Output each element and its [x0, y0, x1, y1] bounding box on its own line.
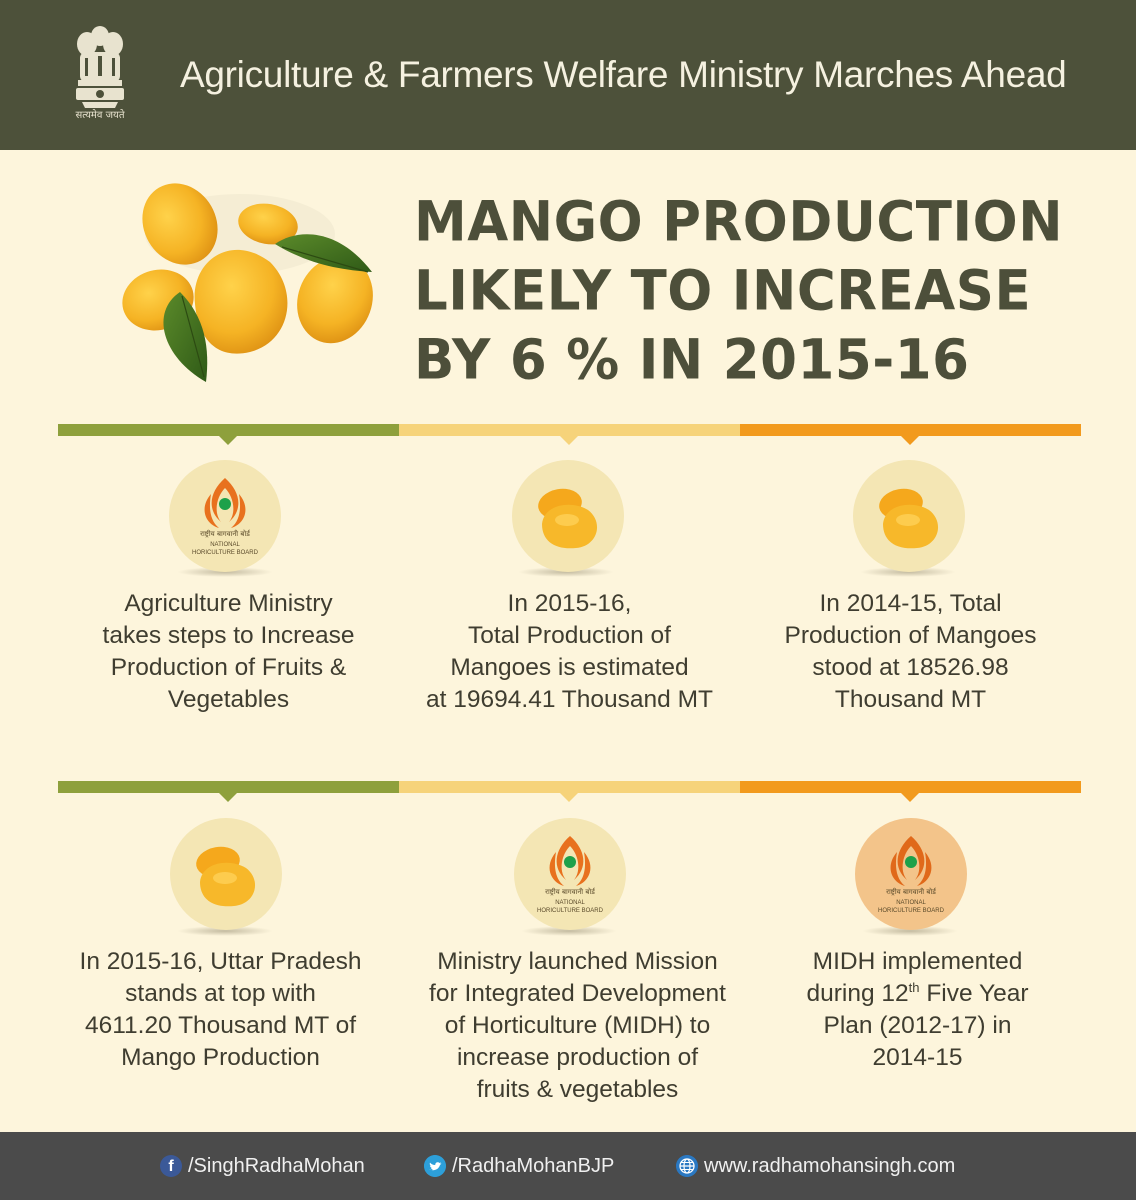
caption-line: Total Production of [468, 622, 671, 649]
icon-shadow [521, 926, 617, 936]
nhb-hindi-label: राष्ट्रीय बागवानी बोर्ड [886, 888, 936, 896]
headline: MANGO PRODUCTION LIKELY TO INCREASE BY 6… [414, 186, 1094, 393]
emblem-motto: सत्यमेव जयते [75, 110, 125, 121]
ordinal-suffix: th [908, 979, 920, 995]
nhb-logo-icon: राष्ट्रीय बागवानी बोर्ड NATIONAL HORICUL… [169, 460, 281, 572]
icon-shadow [177, 567, 273, 577]
headline-line-1: MANGO PRODUCTION [414, 190, 1064, 255]
caption-line: fruits & vegetables [476, 1076, 679, 1103]
nhb-flame-icon [549, 836, 591, 886]
caption-line: Vegetables [167, 686, 290, 713]
nhb-english-line-1: NATIONAL [210, 542, 240, 548]
bar-segment-green [58, 781, 399, 793]
caption-3: In 2014-15, Total Production of Mangoes … [740, 588, 1081, 716]
caption-2: In 2015-16, Total Production of Mangoes … [399, 588, 740, 716]
icon-shadow [177, 926, 273, 936]
nhb-logo-icon: राष्ट्रीय बागवानी बोर्ड NATIONAL HORICUL… [514, 818, 626, 930]
website-url: www.radhamohansingh.com [704, 1155, 956, 1177]
caption-line: Mango Production [121, 1044, 320, 1071]
mangoes-icon [512, 460, 624, 572]
caption-line: of Horticulture (MIDH) to [444, 1012, 711, 1039]
caption-line: 4611.20 Thousand MT of [84, 1012, 357, 1039]
nhb-english-line-1: NATIONAL [896, 900, 926, 906]
nhb-logo-icon: राष्ट्रीय बागवानी बोर्ड NATIONAL HORICUL… [855, 818, 967, 930]
caption-line: Ministry launched Mission [437, 948, 718, 975]
globe-icon [676, 1155, 698, 1177]
caption-line: Mangoes is estimated [450, 654, 689, 681]
caption-6: MIDH implemented during 12th Five Year P… [747, 946, 1088, 1074]
caption-line: takes steps to Increase [102, 622, 355, 649]
nhb-english-line-2: HORICULTURE BOARD [878, 908, 944, 914]
nhb-english-line-1: NATIONAL [555, 900, 585, 906]
bar-segment-yellow [399, 781, 740, 793]
mango-pair-icon [879, 488, 939, 549]
bar-pointer [559, 792, 579, 802]
nhb-flame-icon [890, 836, 932, 886]
caption-line: Production of Fruits & [110, 654, 347, 681]
caption-4: In 2015-16, Uttar Pradesh stands at top … [50, 946, 391, 1074]
footer: /SinghRadhaMohan /RadhaMohanBJP www.radh… [0, 1132, 1136, 1200]
twitter-icon [424, 1155, 446, 1177]
divider-bar-row-2 [58, 781, 1081, 802]
icon-shadow [518, 567, 614, 577]
caption-text: during 12 [806, 980, 909, 1007]
bar-segment-yellow [399, 424, 740, 436]
header: सत्यमेव जयते Agriculture & Farmers Welfa… [0, 0, 1136, 150]
bar-segment-green [58, 424, 399, 436]
icon-shadow [860, 567, 956, 577]
nhb-flame-icon [204, 478, 246, 528]
mangoes-with-leaves-icon [122, 183, 373, 382]
caption-line: Production of Mangoes [784, 622, 1037, 649]
caption-line: In 2014-15, Total [819, 590, 1002, 617]
icon-shadow [862, 926, 958, 936]
caption-line: Thousand MT [834, 686, 987, 713]
facebook-link[interactable]: /SinghRadhaMohan [160, 1155, 365, 1177]
nhb-english-line-2: HORICULTURE BOARD [537, 908, 603, 914]
caption-line: stood at 18526.98 [812, 654, 1009, 681]
mangoes-icon [170, 818, 282, 930]
bar-pointer [559, 435, 579, 445]
caption-line: at 19694.41 Thousand MT [426, 686, 713, 713]
caption-line: Plan (2012-17) in [823, 1012, 1012, 1039]
caption-text: Five Year [919, 980, 1029, 1007]
facebook-handle: /SinghRadhaMohan [188, 1155, 365, 1177]
website-link[interactable]: www.radhamohansingh.com [676, 1155, 955, 1177]
bar-pointer [900, 792, 920, 802]
caption-line: during 12th Five Year [747, 978, 1088, 1010]
bar-pointer [900, 435, 920, 445]
caption-5: Ministry launched Mission for Integrated… [407, 946, 748, 1106]
header-title: Agriculture & Farmers Welfare Ministry M… [180, 54, 1067, 95]
bar-pointer [218, 792, 238, 802]
bar-pointer [218, 435, 238, 445]
caption-line: for Integrated Development [429, 980, 726, 1007]
mango-pair-icon [538, 488, 598, 549]
caption-line: In 2015-16, Uttar Pradesh [79, 948, 362, 975]
caption-line: increase production of [456, 1044, 699, 1071]
mango-pair-icon [196, 846, 256, 907]
caption-line: stands at top with [125, 980, 316, 1007]
caption-line: In 2015-16, [507, 590, 632, 617]
twitter-link[interactable]: /RadhaMohanBJP [424, 1155, 614, 1177]
bar-segment-orange [740, 781, 1081, 793]
nhb-hindi-label: राष्ट्रीय बागवानी बोर्ड [200, 530, 250, 538]
divider-bar-row-1 [58, 424, 1081, 445]
caption-1: Agriculture Ministry takes steps to Incr… [58, 588, 399, 716]
caption-line: Agriculture Ministry [124, 590, 333, 617]
headline-line-2: LIKELY TO INCREASE [414, 259, 1032, 324]
nhb-hindi-label: राष्ट्रीय बागवानी बोर्ड [545, 888, 595, 896]
caption-line: 2014-15 [872, 1044, 963, 1071]
twitter-handle: /RadhaMohanBJP [452, 1155, 615, 1177]
caption-line: MIDH implemented [812, 948, 1023, 975]
facebook-icon [160, 1155, 182, 1177]
mangoes-icon [853, 460, 965, 572]
nhb-english-line-2: HORICULTURE BOARD [192, 550, 258, 556]
ashoka-emblem-icon [76, 26, 124, 108]
bar-segment-orange [740, 424, 1081, 436]
headline-line-3: BY 6 % IN 2015-16 [414, 328, 970, 393]
